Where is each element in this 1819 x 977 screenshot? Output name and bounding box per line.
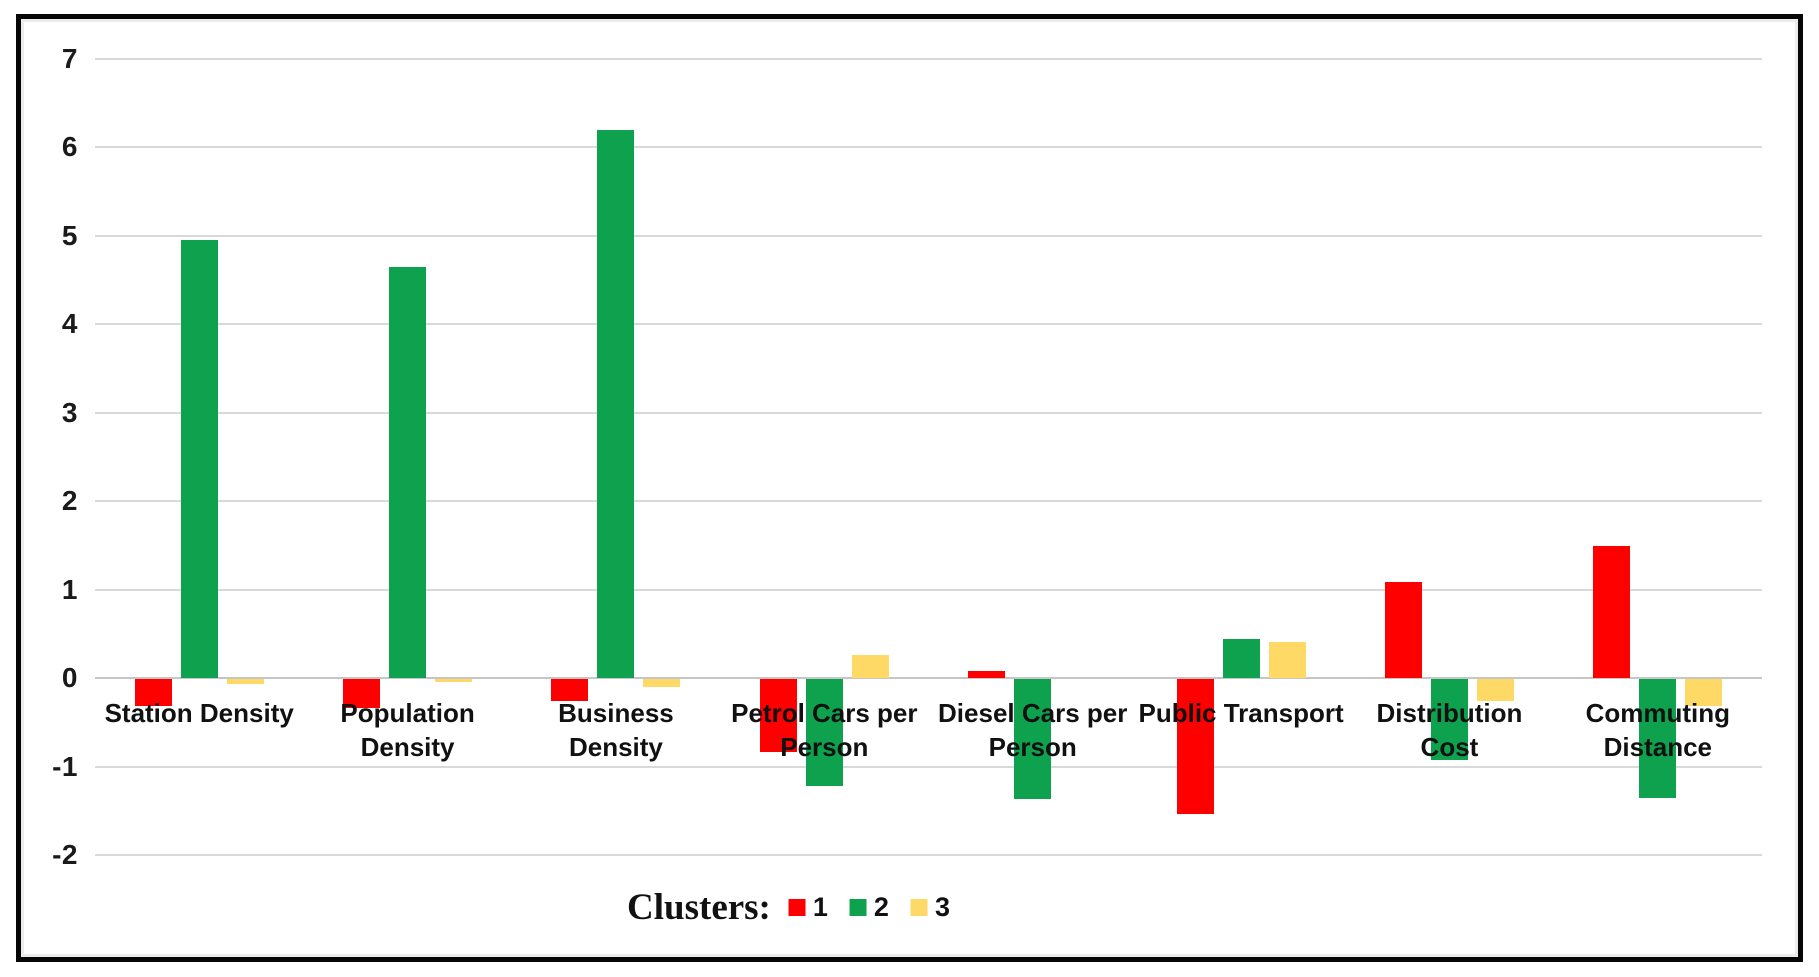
- category-label: Public Transport: [1138, 698, 1344, 728]
- category-label: Petrol Cars per Person: [731, 698, 918, 762]
- legend-swatch-icon: [849, 899, 867, 916]
- bar-cluster1-commuting-distance: [1593, 546, 1631, 678]
- category-label: Commuting Distance: [1585, 698, 1731, 762]
- chart-outer-frame: [16, 14, 1803, 962]
- bar-cluster2-public-transport: [1222, 639, 1260, 678]
- y-tick-label: 3: [61, 396, 78, 428]
- y-tick-label: -2: [52, 839, 78, 870]
- bar-cluster2-diesel-cars-per-person: [1014, 679, 1052, 800]
- y-tick-label: 7: [61, 42, 78, 74]
- bar-cluster2-commuting-distance: [1639, 679, 1677, 799]
- bar-cluster1-business-density: [551, 679, 589, 702]
- bar-cluster2-business-density: [597, 130, 635, 678]
- legend-entry-cluster2: 2: [849, 892, 889, 923]
- legend-entries: 1 2 3: [788, 892, 972, 923]
- category-label: Station Density: [104, 698, 294, 728]
- bar-cluster1-population-density: [343, 679, 381, 709]
- bar-cluster3-distribution-cost: [1476, 679, 1514, 702]
- y-tick-label: -1: [52, 750, 78, 782]
- legend-swatch-icon: [788, 899, 806, 916]
- legend-series-label: 1: [812, 892, 828, 922]
- gridline: [95, 234, 1762, 237]
- legend-swatch-icon: [910, 899, 928, 916]
- y-tick-label: 0: [61, 662, 78, 693]
- gridline: [95, 411, 1762, 414]
- gridline: [95, 765, 1762, 768]
- bar-cluster3-station-density: [226, 679, 264, 685]
- bar-cluster1-public-transport: [1176, 679, 1214, 815]
- category-label: Population Density: [340, 698, 475, 762]
- gridline: [95, 146, 1762, 148]
- bar-cluster2-station-density: [180, 239, 218, 678]
- bar-cluster2-distribution-cost: [1430, 679, 1468, 760]
- bar-cluster3-public-transport: [1268, 641, 1306, 678]
- bar-cluster2-population-density: [389, 267, 427, 678]
- bar-cluster1-station-density: [134, 679, 172, 707]
- y-tick-label: 6: [61, 131, 78, 162]
- zero-axis-line: [95, 677, 1762, 679]
- bar-cluster2-petrol-cars-per-person: [805, 679, 843, 787]
- bar-cluster1-distribution-cost: [1384, 582, 1422, 678]
- legend-entry-cluster3: 3: [910, 892, 950, 923]
- y-tick-label: 1: [61, 573, 78, 605]
- gridline: [95, 588, 1762, 591]
- category-label: Distribution Cost: [1376, 698, 1523, 762]
- bar-cluster3-petrol-cars-per-person: [851, 654, 889, 678]
- category-label: Business Density: [558, 698, 674, 762]
- gridline: [95, 57, 1762, 60]
- gridline: [95, 323, 1762, 325]
- y-tick-label: 2: [61, 485, 78, 516]
- bar-cluster1-petrol-cars-per-person: [759, 679, 797, 752]
- bar-cluster3-population-density: [435, 679, 473, 682]
- legend-entry-cluster1: 1: [788, 892, 828, 923]
- category-label: Diesel Cars per Person: [938, 698, 1128, 762]
- y-tick-label: 4: [61, 308, 78, 339]
- bar-cluster1-diesel-cars-per-person: [968, 670, 1006, 678]
- bar-cluster3-commuting-distance: [1685, 679, 1723, 707]
- legend-series-label: 3: [934, 892, 950, 922]
- legend: Clusters: 1 2 3: [627, 886, 972, 929]
- legend-series-label: 2: [873, 892, 889, 922]
- chart-inner-frame: [21, 19, 1798, 957]
- bar-cluster3-business-density: [643, 679, 681, 687]
- gridline: [95, 854, 1762, 856]
- gridline: [95, 500, 1762, 502]
- y-tick-label: 5: [61, 219, 78, 251]
- legend-title: Clusters:: [627, 887, 771, 928]
